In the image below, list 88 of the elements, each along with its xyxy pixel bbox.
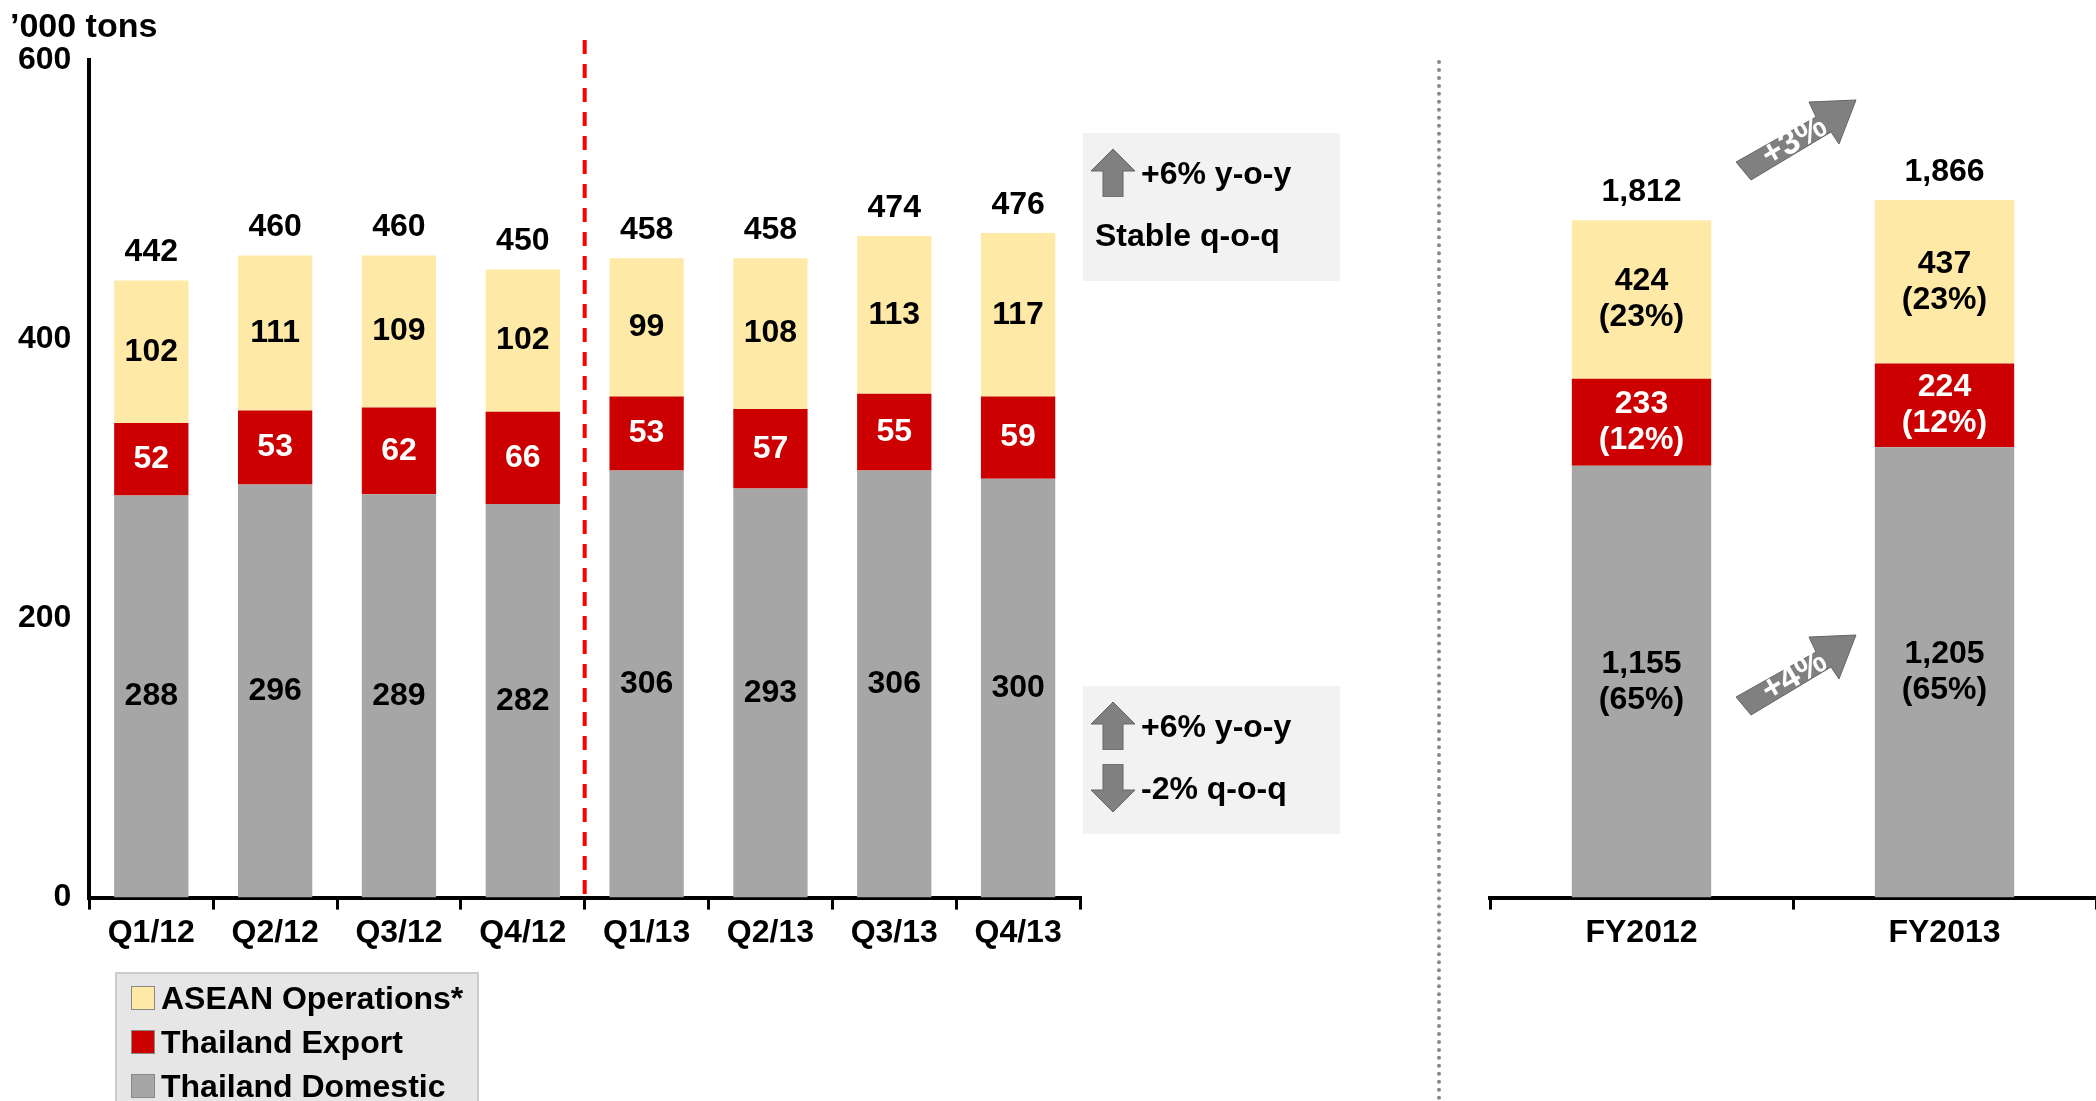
bar (1571, 465, 1712, 898)
x-tick-label: Q1/12 (107, 912, 195, 949)
x-tick-label: Q3/13 (850, 912, 938, 949)
bar (857, 470, 932, 898)
data-label: 224 (12%) (1901, 367, 1988, 440)
total-label: 442 (124, 232, 178, 269)
y-tick-label: 200 (18, 598, 72, 635)
bar (114, 280, 189, 423)
data-label: 233 (12%) (1598, 384, 1685, 457)
bar (237, 410, 313, 485)
data-label: 282 (496, 680, 550, 717)
text: Stable q-o-q (1095, 216, 1280, 254)
x-tick-label: Q4/13 (974, 912, 1062, 949)
data-label: 117 (992, 294, 1044, 331)
data-label: 66 (504, 437, 541, 474)
data-label: 55 (876, 411, 913, 448)
bar (114, 422, 189, 496)
total-label: 1,812 (1601, 172, 1682, 209)
total-label: 460 (248, 207, 302, 244)
data-label: 111 (250, 312, 301, 349)
bar (857, 393, 932, 471)
text: +6% y-o-y (1141, 154, 1292, 192)
legend-label: ASEAN Operations* (161, 979, 464, 1017)
data-label: 99 (628, 307, 665, 344)
bar (733, 258, 808, 409)
data-label: 424 (23%) (1598, 261, 1685, 334)
total-label: 460 (372, 207, 426, 244)
data-label: 306 (867, 663, 921, 700)
bar (733, 409, 808, 489)
x-tick-label: Q3/12 (355, 912, 443, 949)
y-tick-label: 400 (18, 319, 72, 356)
data-label: 288 (124, 676, 178, 713)
text: +6% y-o-y (1141, 707, 1292, 745)
data-label: 296 (248, 670, 302, 707)
total-label: 1,866 (1904, 151, 1985, 188)
bar (609, 470, 684, 898)
bar (237, 255, 313, 411)
legend-label: Thailand Domestic (161, 1067, 446, 1101)
data-label: 109 (372, 311, 426, 348)
data-label: 1,155 (65%) (1598, 643, 1685, 716)
data-label: 59 (1000, 417, 1036, 454)
bar (980, 233, 1056, 397)
bar (609, 258, 684, 397)
data-label: 102 (124, 331, 178, 368)
data-label: 437 (23%) (1901, 243, 1988, 316)
bar (980, 478, 1056, 898)
x-tick-label: Q1/13 (603, 912, 691, 949)
data-label: 102 (496, 320, 550, 357)
legend-label: Thailand Export (161, 1023, 403, 1061)
total-label: 458 (743, 210, 798, 247)
x-tick-label: FY2013 (1888, 912, 2001, 949)
x-tick-label: Q4/12 (479, 912, 567, 949)
data-label: 293 (743, 672, 798, 709)
bar (857, 235, 932, 394)
bar (980, 396, 1056, 479)
data-label: 1,205 (65%) (1901, 634, 1988, 707)
bar (1874, 447, 2015, 898)
data-label: 113 (868, 294, 921, 331)
data-label: 300 (991, 668, 1045, 705)
bar (485, 269, 560, 412)
data-label: 306 (619, 663, 674, 700)
data-label: 53 (257, 427, 293, 464)
bar (1874, 200, 2015, 364)
total-label: 476 (991, 184, 1045, 221)
text: -2% q-o-q (1141, 769, 1287, 807)
x-tick-label: Q2/12 (231, 912, 319, 949)
bar (361, 255, 437, 408)
bar (485, 503, 560, 898)
bar (237, 484, 313, 898)
data-label: 57 (752, 428, 789, 465)
bar (361, 407, 437, 495)
x-tick-label: Q2/13 (726, 912, 815, 949)
total-label: 474 (867, 187, 922, 224)
total-label: 450 (496, 221, 550, 258)
data-label: 108 (743, 313, 798, 350)
bar (114, 495, 189, 898)
bar (733, 488, 808, 898)
data-label: 52 (133, 439, 170, 476)
bar (361, 494, 437, 898)
data-label: 62 (381, 430, 417, 467)
bar (609, 396, 684, 471)
y-tick-label: 0 (53, 877, 72, 914)
total-label: 458 (619, 210, 674, 247)
bar (1571, 220, 1712, 379)
bar (485, 411, 560, 504)
data-label: 53 (628, 413, 665, 450)
data-label: 289 (372, 675, 426, 712)
x-tick-label: FY2012 (1585, 912, 1698, 949)
